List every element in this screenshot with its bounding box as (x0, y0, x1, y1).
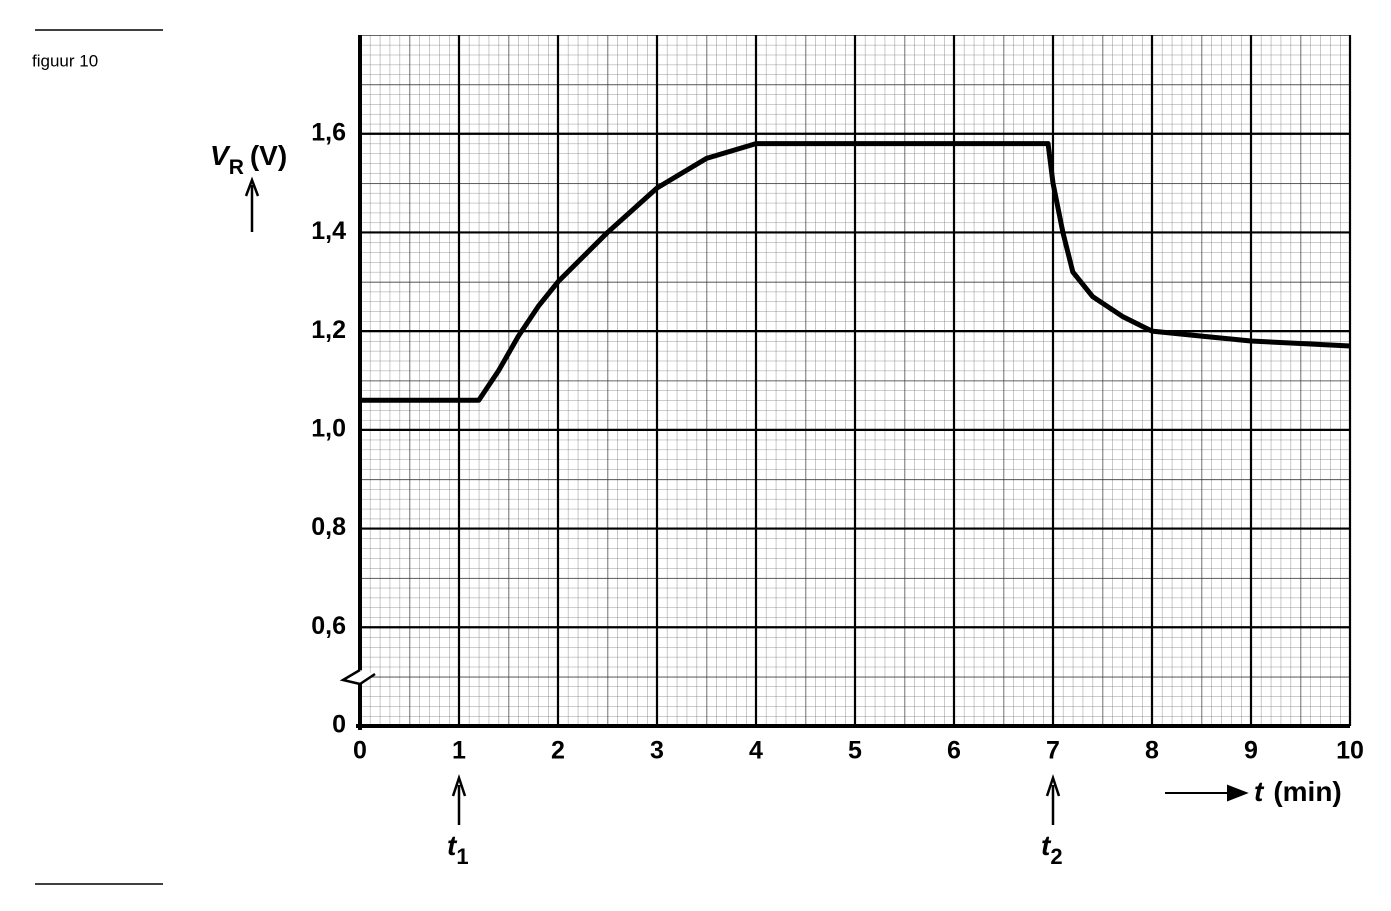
x-tick-label: 0 (353, 737, 367, 765)
x-tick-label: 3 (650, 737, 664, 765)
y-arrow (244, 176, 260, 232)
x-tick-label: 2 (551, 737, 565, 765)
x-tick-label: 1 (452, 737, 466, 765)
x-tick-label: 9 (1244, 737, 1258, 765)
x-tick-label: 5 (848, 737, 862, 765)
y-tick-label: 0,8 (311, 513, 346, 541)
x-tick-label: 7 (1046, 737, 1060, 765)
x-tick-label: 10 (1336, 737, 1364, 765)
annotation-symbol: t (447, 830, 458, 861)
y-tick-label: 0,6 (311, 612, 346, 640)
annotation-label: t1 (447, 830, 469, 868)
annotation-symbol: t (1041, 830, 1052, 861)
data-line (360, 141, 1351, 403)
x-arrow (1165, 784, 1249, 802)
axis-break (339, 668, 376, 686)
x-tick-label: 8 (1145, 737, 1159, 765)
y-axis-label: VR (V) (210, 140, 287, 178)
y-tick-label: 1,6 (311, 118, 346, 146)
annotation-subscript: 1 (456, 844, 468, 869)
x-tick-label: 6 (947, 737, 961, 765)
y-tick-label: 0 (332, 711, 346, 739)
x-axis-label: t (min) (1254, 776, 1342, 807)
y-tick-label: 1,2 (311, 316, 346, 344)
y-tick-label: 1,0 (311, 414, 346, 442)
figure-label: figuur 10 (32, 51, 98, 70)
x-tick-label: 4 (749, 737, 763, 765)
annotation-arrow (451, 774, 467, 825)
annotation-subscript: 2 (1050, 844, 1062, 869)
annotation-label: t2 (1041, 830, 1063, 868)
y-tick-label: 1,4 (311, 217, 346, 245)
annotation-arrow (1045, 774, 1061, 825)
